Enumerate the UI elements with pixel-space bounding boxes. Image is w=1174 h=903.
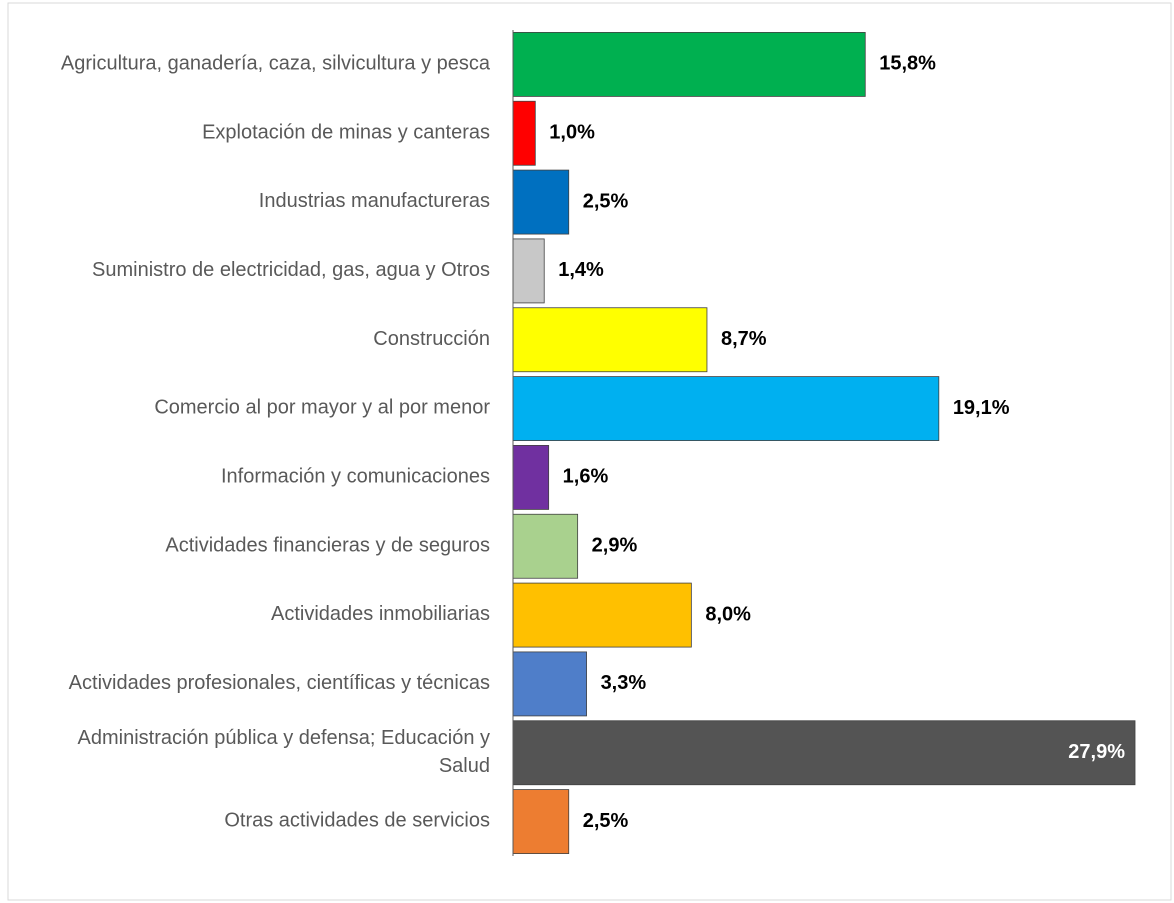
value-label: 1,0% <box>549 122 595 144</box>
category-label: Actividades financieras y de seguros <box>165 535 490 557</box>
category-label: Agricultura, ganadería, caza, silvicultu… <box>61 53 491 75</box>
value-label: 27,9% <box>1068 741 1125 763</box>
value-label: 1,4% <box>558 259 604 281</box>
value-label: 8,0% <box>705 603 751 625</box>
bar <box>512 720 1136 786</box>
value-label: 2,5% <box>583 190 629 212</box>
category-label: Actividades profesionales, científicas y… <box>69 672 490 694</box>
category-label: Otras actividades de servicios <box>224 810 490 832</box>
category-label: Administración pública y defensa; Educac… <box>78 727 490 777</box>
bar <box>512 582 692 648</box>
bar <box>512 238 545 304</box>
bar <box>512 307 708 373</box>
category-label: Industrias manufactureras <box>259 190 490 212</box>
category-label: Comercio al por mayor y al por menor <box>154 397 490 419</box>
bar <box>512 100 536 166</box>
value-label: 19,1% <box>953 397 1010 419</box>
value-label: 15,8% <box>879 53 936 75</box>
bar <box>512 169 570 235</box>
bar <box>512 789 570 854</box>
category-label: Construcción <box>373 328 490 350</box>
category-label: Actividades inmobiliarias <box>271 603 490 625</box>
value-label: 2,9% <box>592 535 638 557</box>
category-label: Explotación de minas y canteras <box>202 122 490 144</box>
bar <box>512 376 940 441</box>
bar <box>512 32 866 97</box>
value-label: 1,6% <box>563 466 609 488</box>
value-label: 8,7% <box>721 328 767 350</box>
bar <box>512 651 587 717</box>
bar <box>512 445 550 510</box>
value-label: 3,3% <box>601 672 647 694</box>
category-label: Suministro de electricidad, gas, agua y … <box>92 259 490 281</box>
category-label: Información y comunicaciones <box>221 466 490 488</box>
bar <box>512 513 579 579</box>
value-label: 2,5% <box>583 810 629 832</box>
